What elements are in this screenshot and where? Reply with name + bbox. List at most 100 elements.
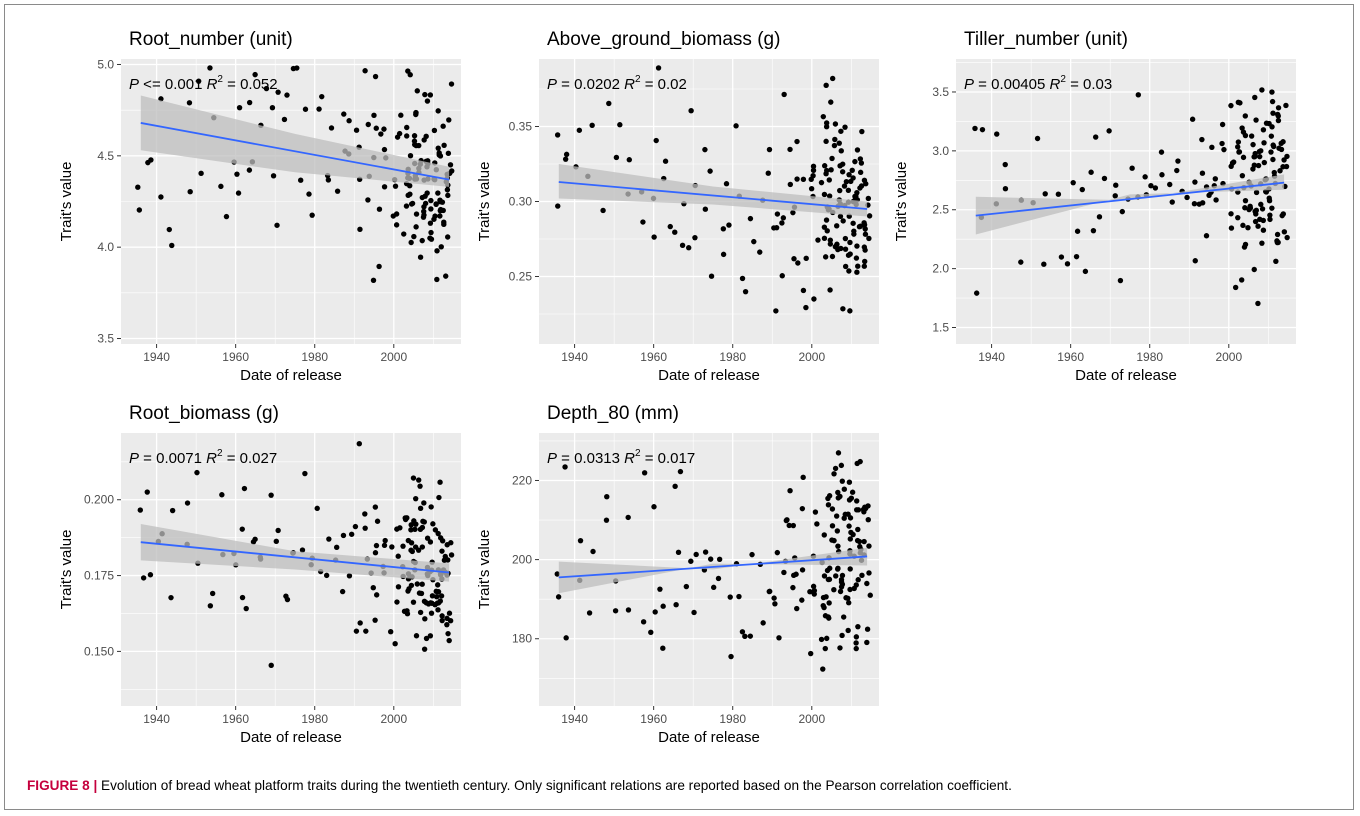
data-point [846, 268, 852, 274]
data-point [555, 203, 561, 209]
data-point [838, 128, 844, 134]
data-point [404, 133, 410, 139]
data-point [445, 192, 451, 199]
data-point [814, 521, 820, 527]
data-point [853, 582, 859, 588]
r2-value: = 0.017 [641, 450, 696, 467]
data-point [428, 610, 435, 616]
data-point [720, 226, 727, 232]
data-point [449, 168, 455, 174]
x-tick-label: 1940 [143, 712, 170, 726]
data-point [1240, 222, 1246, 229]
x-tick-label: 1980 [1136, 350, 1163, 364]
data-point [847, 586, 853, 593]
data-point [396, 130, 403, 137]
data-point [448, 81, 455, 87]
data-point [405, 68, 411, 74]
data-point [1268, 133, 1275, 139]
data-point [862, 258, 868, 265]
data-point [864, 639, 870, 646]
data-point [428, 206, 434, 212]
data-point [1064, 261, 1071, 267]
x-axis-label: Date of release [240, 729, 342, 746]
data-point [854, 498, 860, 504]
data-point [613, 154, 620, 161]
data-point [136, 207, 143, 213]
fit-line [558, 181, 868, 210]
data-point [411, 133, 418, 139]
data-point [686, 245, 692, 251]
data-point [427, 220, 434, 226]
p-symbol: P [547, 76, 557, 93]
data-point [1235, 214, 1241, 221]
data-point [194, 469, 200, 476]
data-point [1247, 203, 1253, 209]
x-tick-label: 1960 [1057, 350, 1084, 364]
data-point [421, 500, 427, 506]
data-point [787, 146, 793, 153]
data-point [576, 127, 583, 133]
data-point [407, 191, 413, 197]
data-point [826, 600, 832, 606]
data-point [683, 583, 690, 590]
data-point [862, 231, 869, 237]
y-tick-label: 220 [512, 473, 532, 487]
x-tick-label: 1980 [301, 712, 328, 726]
figure-svg: 1940 1960 1980 2000 3.5 4.0 4.5 5.0 P <= 0.001 R… [58, 29, 1296, 746]
data-point [429, 600, 435, 606]
figure-frame: 1940 1960 1980 2000 3.5 4.0 4.5 5.0 P <= 0.001 R… [4, 4, 1354, 810]
data-point [392, 640, 398, 647]
data-point [1261, 140, 1267, 146]
data-point [589, 122, 595, 129]
data-point [439, 199, 446, 205]
data-point [850, 220, 856, 226]
data-point [1266, 195, 1272, 201]
data-point [856, 538, 863, 545]
data-point [855, 263, 861, 269]
data-point [273, 538, 280, 545]
data-point [1191, 201, 1198, 207]
data-point [857, 169, 864, 176]
data-point [446, 117, 452, 123]
data-point [135, 184, 141, 190]
data-point [612, 608, 619, 614]
x-tick-label: 2000 [798, 712, 825, 726]
y-tick-label: 0.175 [84, 569, 114, 583]
data-point [851, 228, 857, 234]
data-point [410, 475, 417, 481]
y-axis-label: Trait's value [58, 162, 75, 242]
data-point [424, 98, 431, 104]
data-point [828, 167, 834, 173]
x-axis-label: Date of release [658, 729, 760, 746]
data-point [341, 111, 347, 117]
data-point [865, 503, 871, 509]
data-point [843, 178, 850, 185]
data-point [437, 479, 443, 485]
confidence-band [558, 547, 868, 594]
data-point [1267, 212, 1273, 218]
data-point [252, 71, 258, 78]
data-point [787, 181, 794, 188]
data-point [1199, 170, 1206, 176]
panel-title: Tiller_number (unit) [964, 29, 1128, 50]
data-point [448, 540, 454, 546]
y-tick-label: 0.30 [509, 195, 533, 209]
data-point [169, 507, 176, 514]
data-point [834, 241, 840, 247]
data-point [447, 162, 454, 168]
data-point [1259, 240, 1265, 246]
data-point [427, 92, 434, 98]
data-point [739, 629, 746, 635]
x-tick-label: 2000 [380, 712, 407, 726]
y-tick-label: 4.5 [97, 149, 114, 163]
data-point [842, 263, 849, 270]
data-point [821, 235, 828, 242]
data-point [810, 163, 817, 170]
data-point [707, 556, 714, 562]
data-point [847, 566, 853, 572]
data-point [799, 505, 806, 512]
data-point [370, 584, 376, 591]
data-point [413, 224, 419, 230]
data-point [432, 213, 438, 219]
data-point [839, 169, 846, 175]
